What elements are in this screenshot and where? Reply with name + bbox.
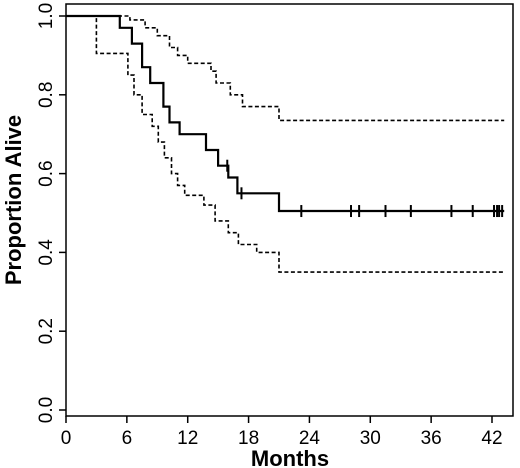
plot-lines: [66, 14, 505, 273]
y-tick-label: 0.2: [36, 318, 57, 344]
upper-ci-curve: [66, 15, 505, 122]
x-axis-title: Months: [251, 446, 329, 468]
x-tick-label: 6: [122, 428, 133, 449]
x-tick-label: 12: [177, 428, 198, 449]
x-tick-label: 30: [360, 428, 381, 449]
y-tick-label: 1.0: [36, 3, 57, 29]
x-tick-label: 36: [421, 428, 442, 449]
y-tick-label: 0.8: [36, 82, 57, 108]
lower-ci-curve: [66, 15, 505, 273]
x-tick-label: 0: [61, 428, 72, 449]
y-tick-label: 0.6: [36, 160, 57, 186]
censor-marks: [226, 159, 504, 218]
survival-curve: [66, 14, 505, 213]
axis-ticks: 0 6 12 18 24 30 36 42 0.0 0.2 0.4 0.6 0.8 1.0: [36, 3, 503, 449]
x-tick-label: 24: [299, 428, 321, 449]
plot-frame: [65, 3, 514, 417]
x-tick-label: 18: [238, 428, 259, 449]
y-tick-label: 0.0: [36, 397, 57, 423]
y-tick-label: 0.4: [36, 239, 57, 266]
x-tick-label: 42: [481, 428, 502, 449]
y-axis-title: Proportion Alive: [1, 115, 26, 285]
